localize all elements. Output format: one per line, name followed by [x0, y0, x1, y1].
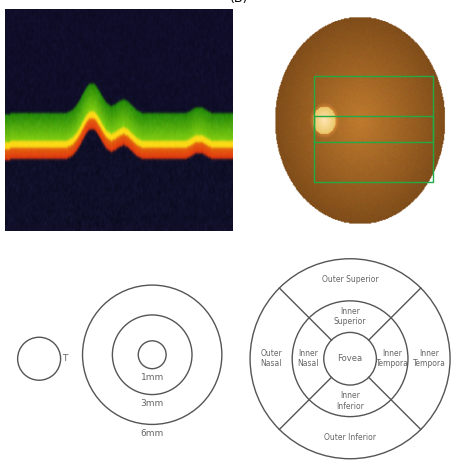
- Text: T: T: [62, 354, 67, 363]
- Text: 1mm: 1mm: [141, 373, 164, 382]
- Text: Outer Superior: Outer Superior: [322, 275, 378, 284]
- Bar: [314, 116, 433, 142]
- Text: Inner
Inferior: Inner Inferior: [336, 391, 364, 410]
- Text: Inner
Nasal: Inner Nasal: [297, 349, 319, 368]
- Text: 6mm: 6mm: [141, 429, 164, 438]
- Bar: [314, 76, 433, 182]
- Text: 3mm: 3mm: [141, 399, 164, 408]
- Text: Inner
Tempora: Inner Tempora: [412, 349, 446, 368]
- Text: Outer
Nasal: Outer Nasal: [260, 349, 282, 368]
- Text: (B): (B): [230, 0, 248, 5]
- Text: Outer Inferior: Outer Inferior: [324, 433, 376, 442]
- Text: Fovea: Fovea: [337, 354, 363, 363]
- Text: Inner
Superior: Inner Superior: [334, 307, 366, 326]
- Text: Inner
Tempora: Inner Tempora: [376, 349, 409, 368]
